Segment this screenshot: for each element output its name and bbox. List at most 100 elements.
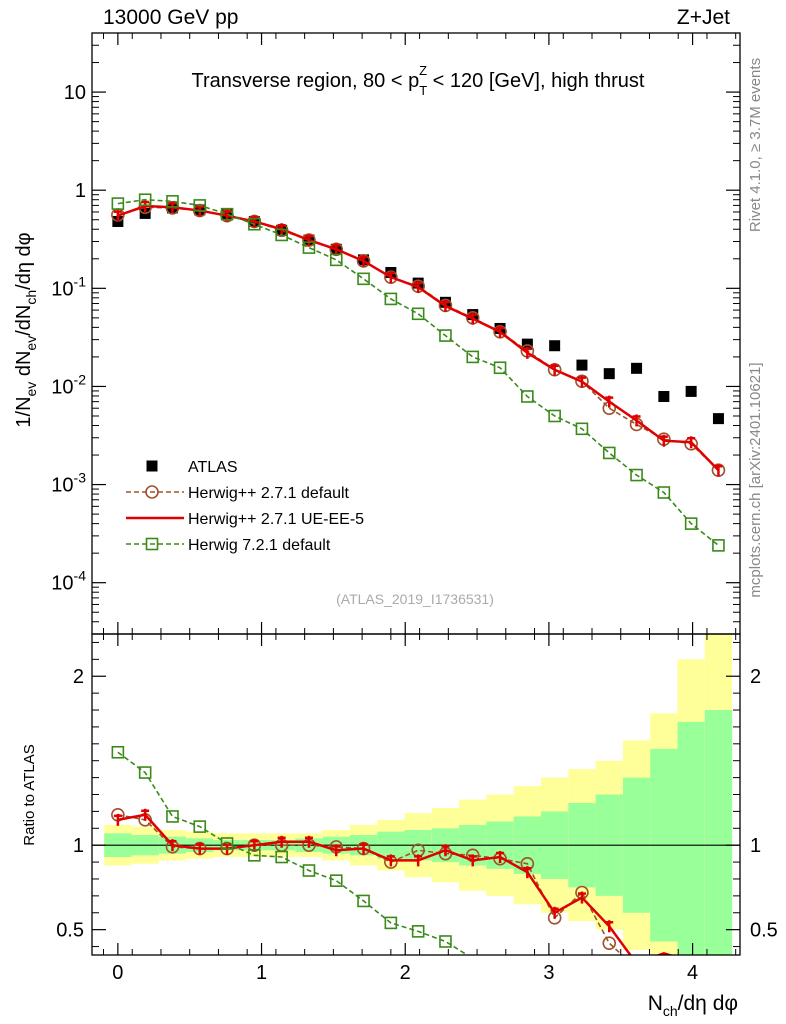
- point-herwig7: [275, 228, 288, 242]
- point-herwig7: [521, 390, 534, 403]
- process-label: Z+Jet: [677, 6, 730, 29]
- point-herwig7: [111, 197, 125, 210]
- y-tick-label: 10-4: [51, 568, 86, 595]
- collision-label: 13000 GeV pp: [103, 6, 238, 29]
- y-tick-label: 10-1: [51, 273, 86, 300]
- y-tick-label: 1: [75, 180, 86, 202]
- point-herwig7: [439, 329, 452, 342]
- point-data: [631, 362, 643, 374]
- point-herwig7: [384, 292, 398, 306]
- point-herwig7: [220, 207, 234, 221]
- ratio-point-herwig7: [220, 837, 234, 850]
- point-herwig7: [329, 253, 343, 267]
- legend-label-herwig7: Herwig 7.2.1 default: [188, 537, 331, 554]
- x-tick-label: 0: [112, 962, 123, 984]
- ratio-y-tick-label-right: 0.5: [750, 920, 778, 942]
- ratio-point-herwig7: [411, 925, 425, 938]
- ratio-point-herwig7: [193, 820, 207, 833]
- point-herwig7: [548, 409, 561, 423]
- legend-label-data: ATLAS: [188, 459, 238, 476]
- ratio-series-herwig7: [111, 745, 469, 955]
- point-herwig7: [630, 468, 643, 482]
- point-herwig7: [657, 486, 671, 499]
- point-data: [658, 390, 670, 402]
- point-data: [549, 340, 561, 352]
- series-line-herwigpp_ueee5: [117, 204, 720, 472]
- ratio-y-tick-label: 1: [73, 835, 84, 857]
- point-data: [521, 338, 533, 350]
- ratio-point-herwigpp_default: [602, 936, 617, 950]
- stat-uncertainty-band: [677, 721, 705, 955]
- ratio-y-tick-label-right: 1: [750, 835, 761, 857]
- ratio-line-herwig7: [117, 751, 469, 955]
- point-data: [712, 413, 724, 425]
- point-herwig7: [493, 361, 507, 375]
- analysis-label: (ATLAS_2019_I1736531): [336, 591, 494, 607]
- y-tick-label: 10-3: [51, 470, 86, 497]
- point-herwig7: [138, 193, 152, 207]
- rivet-label: Rivet 4.1.0, ≥ 3.7M events: [747, 58, 764, 232]
- series-herwig7: [111, 193, 725, 552]
- ratio-point-herwig7: [329, 874, 343, 887]
- ratio-point-herwig7: [384, 916, 398, 930]
- legend-entry-herwig7: Herwig 7.2.1 default: [126, 537, 331, 554]
- ratio-y-tick-label: 0.5: [56, 920, 84, 942]
- legend: ATLAS Herwig++ 2.7.1 default Herwig++ 2.7.…: [126, 459, 364, 554]
- ratio-point-herwig7: [439, 935, 452, 948]
- ratio-series-layer: [111, 745, 674, 955]
- ratio-line-herwigpp_default: [117, 813, 624, 955]
- x-axis-label: Nch/dη dφ: [648, 992, 738, 1019]
- ratio-point-herwig7: [138, 766, 152, 779]
- point-data: [685, 385, 697, 397]
- y-tick-label: 10-2: [51, 371, 86, 398]
- series-herwigpp_ueee5: [113, 200, 723, 477]
- series-line-herwig7: [117, 198, 719, 547]
- point-herwig7: [302, 241, 316, 254]
- ratio-y-tick-label-right: 2: [750, 666, 761, 688]
- series-data: [112, 202, 724, 425]
- point-herwig7: [411, 307, 425, 321]
- axes: 0 1 2 3 4 10-4 10-3 10-2 10-1 1 10 0.5 0.5 1 1 2 2: [51, 33, 778, 984]
- series-herwigpp_default: [111, 200, 726, 478]
- ratio-point-herwig7: [111, 745, 125, 759]
- mcplots-label: mcplots.cern.ch [arXiv:2401.10621]: [747, 362, 764, 597]
- legend-label-herwigpp_default: Herwig++ 2.7.1 default: [188, 485, 350, 502]
- chart-title: Transverse region, 80 < pTZ < 120 [GeV],…: [192, 63, 645, 98]
- ratio-point-herwig7: [166, 810, 179, 823]
- point-herwig7: [602, 446, 616, 460]
- ratio-point-herwig7: [275, 850, 288, 864]
- x-tick-label: 3: [543, 962, 554, 984]
- legend-marker-data: [146, 460, 158, 472]
- x-tick-label: 2: [400, 962, 411, 984]
- point-herwig7: [466, 350, 480, 364]
- point-herwig7: [357, 272, 370, 286]
- ratio-point-herwig7: [248, 849, 261, 862]
- legend-label-herwigpp_ueee5: Herwig++ 2.7.1 UE-EE-5: [188, 511, 364, 528]
- point-herwig7: [193, 199, 207, 212]
- legend-marker-herwig7: [145, 537, 159, 551]
- y-tick-label: 10: [64, 82, 86, 104]
- main-series-layer: [111, 193, 726, 552]
- ratio-y-tick-label: 2: [73, 666, 84, 688]
- legend-entry-data: ATLAS: [146, 459, 238, 476]
- point-herwig7: [575, 422, 589, 436]
- point-herwig7: [684, 517, 698, 530]
- ratio-point-herwig7: [302, 864, 316, 877]
- legend-entry-herwigpp_default: Herwig++ 2.7.1 default: [126, 485, 350, 502]
- ratio-point-herwig7: [357, 894, 370, 908]
- x-tick-label: 1: [256, 962, 267, 984]
- x-tick-label: 4: [687, 962, 698, 984]
- point-herwig7: [712, 539, 725, 552]
- ratio-series-herwigpp_ueee5: [113, 808, 674, 955]
- point-herwig7: [248, 217, 261, 231]
- series-line-herwigpp_default: [117, 206, 720, 471]
- legend-marker-herwigpp_default: [145, 485, 159, 499]
- point-data: [576, 359, 588, 371]
- main-y-axis-label: 1/Nev dNev/dNch/dη dφ: [13, 232, 39, 427]
- ratio-y-axis-label: Ratio to ATLAS: [21, 744, 38, 845]
- point-herwig7: [166, 195, 179, 208]
- ratio-uncertainty-bands: [92, 634, 740, 955]
- legend-entry-herwigpp_ueee5: Herwig++ 2.7.1 UE-EE-5: [126, 511, 364, 528]
- point-data: [603, 368, 615, 380]
